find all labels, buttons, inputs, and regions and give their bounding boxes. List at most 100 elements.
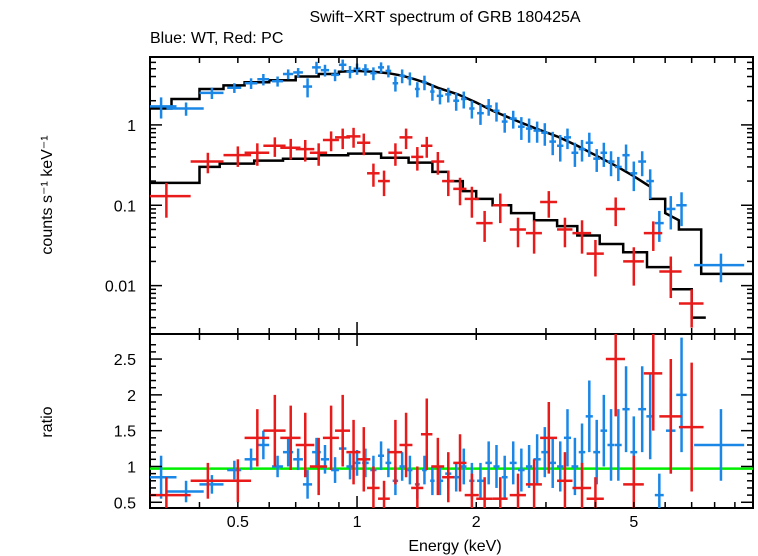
pc-data-point xyxy=(442,170,455,197)
y-tick-label: 1 xyxy=(127,459,136,476)
pc-data-point xyxy=(295,139,315,162)
wt-data-point xyxy=(430,466,435,496)
wt-data-point xyxy=(563,409,571,467)
wt-data-point xyxy=(614,409,622,481)
wt-data-point xyxy=(362,64,369,76)
wt-data-point xyxy=(399,69,405,84)
pc-data-point xyxy=(223,459,252,503)
pc-data-point xyxy=(509,473,526,508)
wt-data-point xyxy=(654,473,664,508)
wt-data-point xyxy=(199,475,224,494)
wt-data-point xyxy=(600,394,608,467)
ratio-plot-frame xyxy=(149,333,754,509)
ratio-axes: 0.5 1 1.5 2 2.5 0.5 1 2 5 xyxy=(114,334,754,531)
wt-data-point xyxy=(272,76,283,87)
pc-data-point xyxy=(346,419,361,485)
wt-data-point xyxy=(331,457,339,483)
wt-data-point xyxy=(622,144,630,171)
wt-data-point xyxy=(436,88,444,105)
wt-data-point xyxy=(694,409,745,481)
wt-data-point xyxy=(331,69,339,82)
pc-data-point xyxy=(420,136,433,158)
pc-data-point xyxy=(605,197,625,227)
pc-data-point xyxy=(295,412,315,478)
pc-data-point xyxy=(190,152,224,174)
pc-data-point xyxy=(322,405,339,471)
pc-data-point xyxy=(357,133,371,156)
wt-data-point xyxy=(293,448,303,471)
spectrum-y-label: counts s⁻¹ keV⁻¹ xyxy=(39,135,56,254)
pc-data-point xyxy=(540,191,558,218)
wt-data-point xyxy=(378,62,385,74)
wt-data-point xyxy=(614,156,622,182)
pc-data-point xyxy=(464,473,479,508)
wt-data-point xyxy=(525,118,533,143)
pc-data-point xyxy=(378,170,390,197)
wt-data-point xyxy=(460,448,467,485)
wt-data-point xyxy=(399,452,405,481)
pc-data-point xyxy=(623,455,644,508)
wt-data-point xyxy=(385,65,392,78)
wt-data-point xyxy=(302,470,313,499)
pc-data-point xyxy=(476,210,493,242)
y-tick-label: 1 xyxy=(127,118,136,135)
pc-data-point xyxy=(453,177,467,206)
wt-data-point xyxy=(646,169,654,199)
wt-data-point xyxy=(422,75,427,91)
pc-data-point xyxy=(150,477,191,508)
wt-data-point xyxy=(282,69,294,80)
pc-data-point xyxy=(525,459,542,508)
wt-data-point xyxy=(150,97,177,119)
wt-data-point xyxy=(493,444,500,488)
wt-data-point xyxy=(227,83,242,93)
wt-data-point xyxy=(509,110,517,129)
spectrum-models xyxy=(150,69,753,319)
wt-data-point xyxy=(445,87,452,103)
wt-data-point xyxy=(414,82,420,98)
x-tick-label: 5 xyxy=(629,514,638,531)
pc-data-point xyxy=(399,128,413,150)
y-tick-label: 0.5 xyxy=(114,495,136,512)
pc-data-point xyxy=(509,217,526,248)
pc-model-line xyxy=(150,152,706,319)
wt-data-point xyxy=(557,441,564,492)
wt-data-point xyxy=(257,430,270,460)
wt-data-point xyxy=(557,134,564,162)
pc-data-point xyxy=(572,220,592,254)
wt-data-point xyxy=(541,427,549,478)
y-tick-label: 0.1 xyxy=(114,198,136,215)
wt-data-point xyxy=(622,366,630,453)
y-tick-label: 1.5 xyxy=(114,424,136,441)
pc-data-point xyxy=(190,462,224,499)
wt-data-point xyxy=(571,142,579,167)
wt-data-point xyxy=(676,192,687,227)
chart-title: Swift−XRT spectrum of GRB 180425A xyxy=(309,9,580,26)
wt-data-point xyxy=(666,196,676,230)
pc-data-point xyxy=(492,193,508,224)
pc-data-point xyxy=(244,143,270,166)
wt-data-point xyxy=(533,121,541,143)
pc-data-point xyxy=(623,247,644,286)
pc-data-point xyxy=(659,359,682,474)
wt-data-point xyxy=(485,99,492,116)
wt-data-point xyxy=(578,139,586,162)
wt-data-point xyxy=(453,92,460,111)
pc-data-point xyxy=(309,437,328,496)
pc-data-point xyxy=(335,394,351,467)
pc-data-point xyxy=(605,334,625,417)
pc-data-point xyxy=(678,362,704,492)
wt-data-point xyxy=(607,409,615,481)
wt-data-point xyxy=(338,59,347,71)
pc-data-point xyxy=(280,405,301,471)
pc-data-point xyxy=(150,182,191,218)
wt-data-point xyxy=(378,441,385,471)
pc-data-point xyxy=(453,434,467,492)
wt-data-point xyxy=(593,419,601,485)
pc-data-point xyxy=(309,143,328,166)
pc-data-point xyxy=(464,186,479,218)
wt-data-point xyxy=(563,128,571,150)
ratio-data xyxy=(150,334,745,508)
pc-data-point xyxy=(540,402,558,474)
pc-data-point xyxy=(322,131,339,152)
